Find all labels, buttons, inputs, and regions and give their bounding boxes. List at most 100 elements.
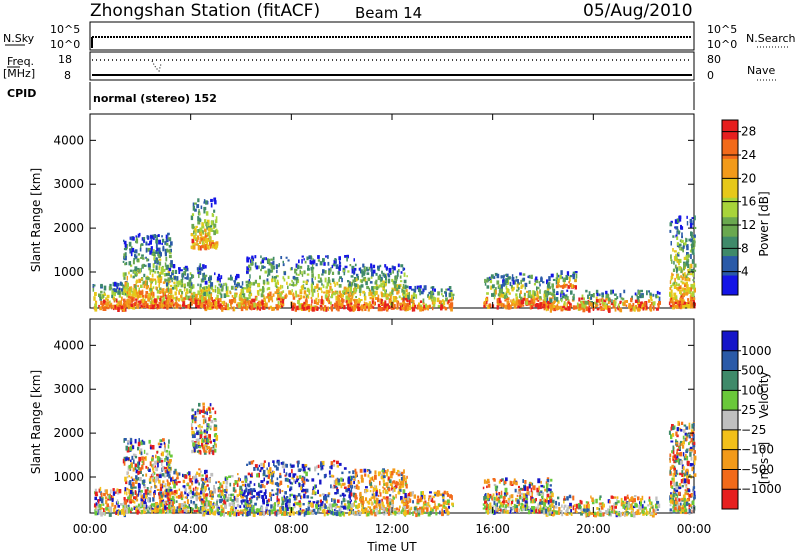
scatter-cell: [164, 458, 166, 463]
scatter-cell: [250, 292, 253, 297]
scatter-cell: [203, 287, 207, 292]
scatter-cell: [197, 303, 199, 307]
scatter-cell: [258, 482, 260, 488]
scatter-cell: [553, 298, 556, 303]
scatter-cell: [159, 278, 162, 283]
scatter-cell: [175, 500, 178, 503]
scatter-cell: [406, 299, 409, 303]
scatter-cell: [295, 280, 298, 285]
scatter-cell: [545, 307, 548, 312]
scatter-cell: [307, 304, 311, 307]
scatter-cell: [227, 511, 230, 515]
scatter-cell: [393, 266, 396, 271]
scatter-cell: [277, 305, 281, 309]
scatter-cell: [147, 509, 150, 514]
scatter-cell: [251, 257, 253, 262]
scatter-cell: [505, 285, 508, 290]
scatter-cell: [528, 280, 531, 284]
scatter-cell: [211, 304, 214, 308]
scatter-cell: [163, 268, 166, 272]
scatter-cell: [203, 209, 206, 214]
scatter-cell: [598, 298, 601, 304]
scatter-cell: [406, 302, 410, 308]
scatter-cell: [287, 485, 289, 488]
scatter-cell: [680, 268, 683, 274]
scatter-cell: [100, 300, 103, 306]
scatter-cell: [287, 285, 289, 290]
scatter-cell: [592, 307, 595, 311]
scatter-cell: [572, 305, 576, 310]
scatter-cell: [297, 299, 300, 304]
scatter-cell: [404, 297, 408, 301]
scatter-cell: [112, 304, 115, 309]
scatter-cell: [568, 278, 571, 282]
scatter-cell: [349, 491, 352, 495]
scatter-cell: [237, 473, 239, 476]
scatter-cell: [184, 277, 188, 280]
scatter-cell: [107, 508, 110, 512]
scatter-cell: [546, 297, 549, 303]
scatter-cell: [196, 450, 200, 453]
scatter-cell: [161, 499, 165, 503]
scatter-cell: [560, 299, 563, 303]
scatter-cell: [210, 508, 213, 513]
scatter-cell: [216, 298, 220, 301]
scatter-cell: [325, 255, 327, 258]
scatter-cell: [257, 303, 260, 306]
scatter-cell: [683, 292, 685, 297]
scatter-cell: [117, 511, 119, 516]
scatter-cell: [379, 274, 382, 279]
scatter-cell: [531, 301, 535, 307]
scatter-cell: [396, 307, 399, 310]
scatter-cell: [168, 280, 171, 283]
scatter-cell: [157, 277, 160, 281]
scatter-cell: [694, 226, 697, 229]
scatter-cell: [686, 252, 689, 256]
scatter-cell: [334, 258, 337, 261]
scatter-cell: [327, 290, 331, 293]
scatter-cell: [95, 508, 98, 513]
scatter-cell: [247, 472, 251, 476]
scatter-cell: [380, 301, 383, 305]
scatter-cell: [353, 481, 355, 485]
scatter-cell: [382, 280, 385, 283]
scatter-cell: [257, 284, 260, 287]
scatter-cell: [263, 477, 265, 482]
scatter-cell: [141, 456, 144, 461]
scatter-cell: [174, 291, 177, 296]
scatter-cell: [193, 447, 196, 453]
scatter-cell: [676, 259, 679, 263]
scatter-cell: [362, 290, 365, 294]
scatter-cell: [374, 281, 378, 285]
scatter-cell: [163, 485, 166, 488]
scatter-cell: [211, 407, 215, 410]
scatter-cell: [193, 493, 196, 497]
scatter-cell: [208, 417, 211, 422]
scatter-cell: [672, 304, 675, 308]
scatter-cell: [204, 469, 206, 475]
scatter-cell: [100, 290, 103, 294]
scatter-cell: [305, 293, 307, 296]
scatter-cell: [260, 506, 264, 512]
scatter-cell: [305, 471, 308, 477]
scatter-cell: [375, 279, 378, 283]
scatter-cell: [236, 283, 239, 286]
scatter-cell: [215, 297, 218, 301]
scatter-cell: [100, 512, 103, 517]
scatter-cell: [123, 507, 125, 513]
scatter-cell: [173, 493, 176, 496]
scatter-cell: [293, 496, 297, 501]
scatter-cell: [679, 217, 682, 222]
scatter-cell: [412, 303, 415, 308]
scatter-cell: [234, 480, 238, 484]
scatter-cell: [155, 257, 158, 261]
scatter-cell: [124, 243, 127, 248]
scatter-cell: [225, 282, 227, 286]
scatter-cell: [130, 264, 133, 267]
scatter-cell: [567, 285, 571, 289]
scatter-cell: [325, 289, 329, 295]
scatter-cell: [135, 236, 138, 241]
scatter-cell: [354, 303, 357, 306]
scatter-cell: [557, 274, 560, 278]
scatter-cell: [181, 509, 184, 514]
